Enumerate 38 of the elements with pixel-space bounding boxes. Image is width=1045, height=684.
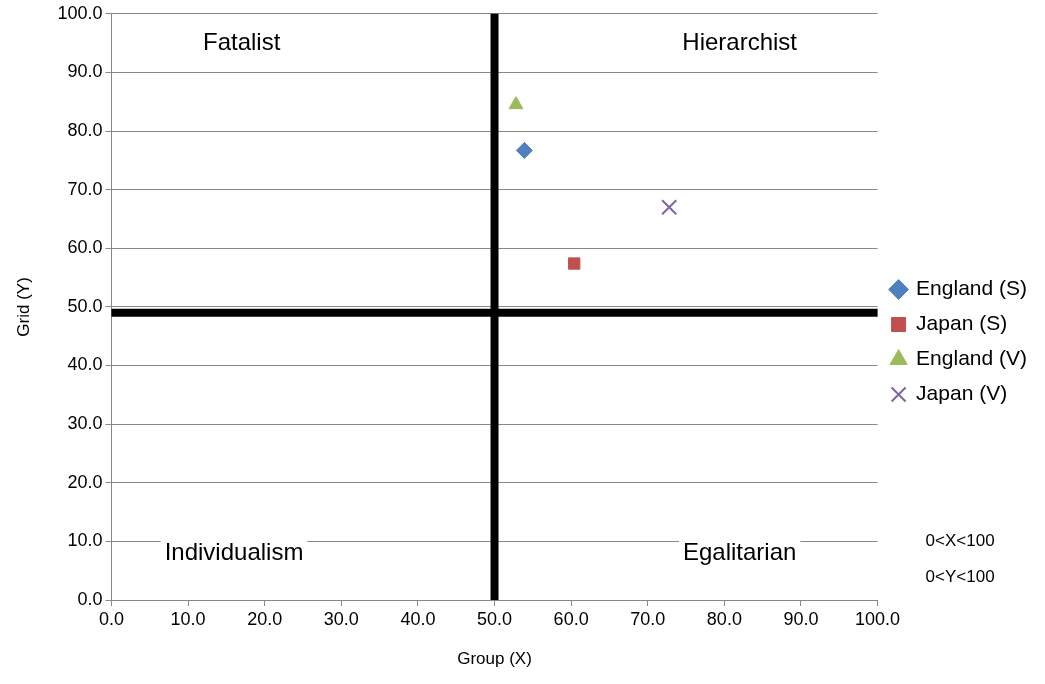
legend-label: Japan (S): [916, 311, 1008, 335]
x-tick-label: 70.0: [630, 608, 666, 629]
y-tick-label: 70.0: [67, 178, 103, 199]
x-tick-label: 90.0: [783, 608, 819, 629]
y-tick-label: 20.0: [67, 471, 103, 492]
annotation: Fatalist: [203, 27, 281, 55]
point: [508, 96, 524, 110]
x-tick-label: 100.0: [855, 608, 901, 629]
y-tick-label: 100.0: [57, 2, 103, 23]
legend-label: Japan (V): [916, 381, 1008, 405]
y-tick-label: 50.0: [67, 295, 103, 316]
x-tick-label: 80.0: [706, 608, 742, 629]
y-tick-label: 30.0: [67, 413, 103, 434]
x-axis-title: Group (X): [457, 649, 532, 669]
annotation: Individualism: [164, 537, 304, 565]
x-tick-label: 40.0: [400, 608, 436, 629]
legend-label: England (S): [916, 276, 1028, 300]
point: [568, 257, 581, 270]
point: [515, 141, 533, 159]
x-tick-label: 60.0: [553, 608, 589, 629]
annotation: Hierarchist: [682, 27, 798, 55]
legend-label: England (V): [916, 346, 1028, 370]
y-tick-label: 0.0: [77, 588, 103, 609]
y-tick-label: 10.0: [67, 530, 103, 551]
y-tick-label: 80.0: [67, 120, 103, 141]
x-tick-label: 50.0: [477, 608, 513, 629]
annotation: Egalitarian: [682, 537, 797, 565]
x-tick-label: 0.0: [98, 608, 124, 629]
x-tick-label: 30.0: [323, 608, 359, 629]
y-tick-label: 90.0: [67, 61, 103, 82]
y-tick-label: 60.0: [67, 237, 103, 258]
y-axis-title: Grid (Y): [13, 277, 33, 337]
text: 0<Y<100: [925, 567, 995, 587]
text: 0<X<100: [925, 531, 995, 551]
y-tick-label: 40.0: [67, 354, 103, 375]
x-tick-label: 10.0: [170, 608, 206, 629]
x-tick-label: 20.0: [247, 608, 283, 629]
point: [661, 199, 678, 216]
